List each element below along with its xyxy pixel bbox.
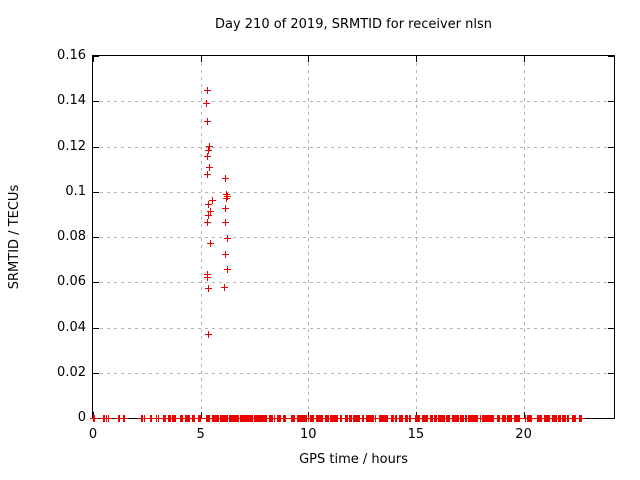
data-point-marker <box>116 414 124 422</box>
data-point-marker <box>204 118 212 126</box>
ytick-label: 0.02 <box>57 364 86 380</box>
data-point-marker <box>516 414 524 422</box>
grid-line-horizontal <box>93 327 614 329</box>
x-tick-mark <box>93 56 94 62</box>
data-point-marker <box>204 87 212 95</box>
y-tick-mark <box>608 282 614 283</box>
y-tick-mark <box>608 56 614 57</box>
grid-line-vertical <box>308 56 310 418</box>
y-tick-mark <box>608 192 614 193</box>
data-point-marker <box>121 414 129 422</box>
ytick-label: 0.12 <box>57 138 86 154</box>
data-point-marker <box>104 414 112 422</box>
y-tick-mark <box>608 237 614 238</box>
data-point-marker <box>222 219 230 227</box>
xtick-label: 10 <box>300 427 317 442</box>
data-point-marker <box>140 414 148 422</box>
ytick-label: 0.1 <box>65 183 86 199</box>
xtick-label: 0 <box>88 427 98 442</box>
data-point-marker <box>207 239 215 247</box>
data-point-marker <box>564 414 572 422</box>
grid-line-vertical <box>523 56 525 418</box>
data-point-marker <box>527 414 535 422</box>
data-point-marker <box>205 164 213 172</box>
grid-line-horizontal <box>93 282 614 284</box>
y-tick-mark <box>93 282 99 283</box>
data-point-marker <box>371 414 379 422</box>
x-tick-mark <box>308 56 309 62</box>
data-point-marker <box>208 197 216 205</box>
grid-line-horizontal <box>93 191 614 193</box>
y-tick-mark <box>93 328 99 329</box>
ytick-label: 0.06 <box>57 274 86 290</box>
plot-area <box>89 55 615 422</box>
x-tick-mark <box>416 56 417 62</box>
data-point-marker <box>205 284 213 292</box>
data-point-marker <box>490 414 498 422</box>
y-tick-mark <box>93 101 99 102</box>
data-point-marker <box>204 331 212 338</box>
data-point-marker <box>205 201 213 209</box>
xtick-label: 20 <box>515 427 532 442</box>
data-point-marker <box>203 152 211 160</box>
y-tick-mark <box>93 56 99 57</box>
data-point-marker <box>172 414 180 422</box>
data-point-marker <box>197 414 205 422</box>
y-tick-mark <box>608 373 614 374</box>
grid-line-horizontal <box>93 237 614 238</box>
data-point-marker <box>222 250 230 258</box>
data-point-marker <box>202 100 210 107</box>
data-point-marker <box>147 414 155 422</box>
data-point-marker <box>406 414 414 422</box>
y-tick-mark <box>608 101 614 102</box>
ytick-label: 0.14 <box>57 93 86 109</box>
ytick-label: 0.04 <box>57 319 86 335</box>
data-point-marker <box>154 414 162 422</box>
y-tick-mark <box>608 418 614 419</box>
data-point-marker <box>204 218 212 226</box>
data-point-marker <box>577 414 585 422</box>
data-point-marker <box>223 265 231 273</box>
xtick-label: 5 <box>196 427 205 442</box>
grid-line-horizontal <box>93 146 614 148</box>
xtick-label: 15 <box>407 427 425 442</box>
data-point-marker <box>220 283 228 291</box>
y-tick-mark <box>93 147 99 148</box>
chart-title: Day 210 of 2019, SRMTID for receiver nls… <box>214 17 493 32</box>
data-point-marker <box>205 212 213 219</box>
x-tick-mark <box>201 56 202 62</box>
x-tick-mark <box>524 56 525 62</box>
grid-line-vertical <box>200 56 202 418</box>
data-point-marker <box>207 208 215 216</box>
y-tick-mark <box>93 237 99 238</box>
x-axis-label: GPS time / hours <box>299 452 408 467</box>
grid-line-horizontal <box>93 101 614 103</box>
data-point-marker <box>223 195 231 203</box>
data-point-marker <box>204 171 212 179</box>
data-point-marker <box>91 414 99 422</box>
grid-line-vertical <box>415 56 417 418</box>
data-point-marker <box>224 234 232 242</box>
data-point-marker <box>190 414 198 422</box>
ytick-label: 0 <box>77 410 86 425</box>
data-point-marker <box>204 274 212 282</box>
data-point-marker <box>384 414 392 422</box>
y-tick-mark <box>608 328 614 329</box>
data-point-marker <box>222 175 230 183</box>
grid-line-horizontal <box>93 372 614 374</box>
data-point-marker <box>204 147 212 155</box>
data-point-marker <box>205 143 213 151</box>
y-tick-mark <box>608 147 614 148</box>
y-tick-mark <box>93 373 99 374</box>
ytick-label: 0.16 <box>57 48 86 63</box>
data-point-marker <box>281 414 289 422</box>
y-tick-mark <box>93 192 99 193</box>
ytick-label: 0.08 <box>57 229 86 244</box>
data-point-marker <box>221 205 229 213</box>
